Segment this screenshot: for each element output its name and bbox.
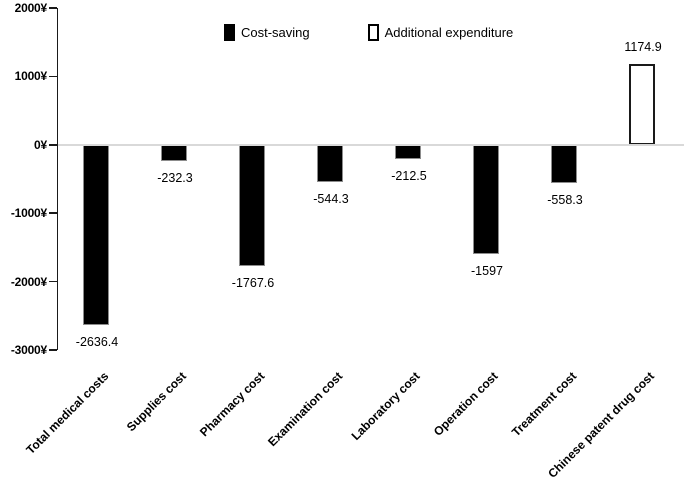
bar-chinese-patent-drug-cost [629, 64, 655, 145]
legend-item-additional-expenditure: Additional expenditure [367, 24, 514, 41]
y-tick-2000 [49, 280, 57, 283]
legend-item-cost-saving: Cost-saving [224, 24, 310, 41]
value-label-pharmacy-cost: -1767.6 [231, 275, 275, 290]
bar-total-medical-costs [83, 144, 109, 326]
bar-operation-cost [473, 144, 499, 255]
y-tick-label-2000: 2000¥ [14, 1, 48, 15]
bar-supplies-cost [161, 144, 187, 161]
y-tick-label-3000: -3000¥ [10, 343, 47, 357]
value-label-laboratory-cost: -212.5 [391, 169, 427, 184]
y-tick-label-1000: -1000¥ [10, 206, 47, 221]
bar-pharmacy-cost [239, 144, 265, 266]
y-tick-1000 [49, 212, 57, 214]
y-tick-0 [49, 144, 57, 146]
category-label-supplies-cost: Supplies cost [123, 369, 189, 435]
category-label-total-medical-costs: Total medical costs [22, 369, 111, 458]
value-label-operation-cost: -1597 [471, 264, 503, 279]
bar-examination-cost [317, 144, 343, 183]
value-label-examination-cost: -544.3 [313, 192, 349, 207]
category-label-treatment-cost: Treatment cost [508, 369, 579, 440]
additional-expenditure-swatch-icon [367, 24, 379, 41]
y-tick-label-1000: 1000¥ [14, 69, 48, 84]
category-label-examination-cost: Examination cost [264, 369, 345, 450]
y-tick-3000 [49, 349, 57, 351]
y-tick-2000 [49, 7, 57, 9]
category-label-laboratory-cost: Laboratory cost [348, 369, 423, 444]
y-axis-line [56, 8, 58, 350]
value-label-supplies-cost: -232.3 [157, 170, 193, 185]
value-label-treatment-cost: -558.3 [547, 192, 583, 207]
cost-saving-swatch-icon [224, 24, 235, 41]
legend-label-cost-saving: Cost-saving [241, 24, 310, 40]
y-tick-1000 [49, 75, 57, 78]
y-tick-label-2000: -2000¥ [10, 274, 47, 289]
bar-laboratory-cost [395, 144, 421, 160]
bar-treatment-cost [551, 144, 577, 183]
category-label-operation-cost: Operation cost [431, 369, 501, 439]
value-label-total-medical-costs: -2636.4 [75, 335, 119, 350]
y-tick-label-0: 0¥ [34, 137, 47, 152]
zero-gridline [58, 143, 684, 146]
value-label-chinese-patent-drug-cost: 1174.9 [624, 40, 662, 55]
legend: Cost-saving Additional expenditure [224, 24, 513, 41]
category-label-pharmacy-cost: Pharmacy cost [196, 369, 267, 440]
legend-label-additional-expenditure: Additional expenditure [384, 24, 514, 40]
